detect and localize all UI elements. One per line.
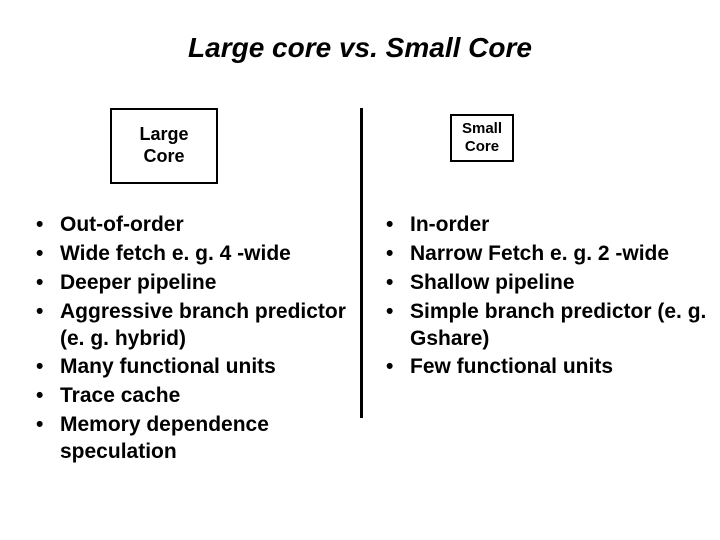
- large-core-box-line1: Large: [112, 124, 216, 146]
- list-item: Narrow Fetch e. g. 2 -wide: [382, 241, 712, 268]
- list-item: Deeper pipeline: [32, 270, 352, 297]
- large-core-box: Large Core: [110, 108, 218, 184]
- list-item: Simple branch predictor (e. g. Gshare): [382, 299, 712, 353]
- list-item: Shallow pipeline: [382, 270, 712, 297]
- large-core-box-col: Large Core: [0, 108, 360, 184]
- slide: Large core vs. Small Core Large Core Sma…: [0, 0, 720, 540]
- small-core-column: In-order Narrow Fetch e. g. 2 -wide Shal…: [360, 212, 720, 468]
- small-core-box-line2: Core: [452, 138, 512, 156]
- list-item: Wide fetch e. g. 4 -wide: [32, 241, 352, 268]
- list-item: Few functional units: [382, 354, 712, 381]
- small-core-feature-list: In-order Narrow Fetch e. g. 2 -wide Shal…: [382, 212, 712, 381]
- list-item: Aggressive branch predictor (e. g. hybri…: [32, 299, 352, 353]
- list-item: Trace cache: [32, 383, 352, 410]
- small-core-box: Small Core: [450, 114, 514, 162]
- large-core-box-line2: Core: [112, 146, 216, 168]
- large-core-feature-list: Out-of-order Wide fetch e. g. 4 -wide De…: [32, 212, 352, 466]
- large-core-column: Out-of-order Wide fetch e. g. 4 -wide De…: [0, 212, 360, 468]
- small-core-box-col: Small Core: [360, 108, 720, 162]
- list-item: Out-of-order: [32, 212, 352, 239]
- list-item: In-order: [382, 212, 712, 239]
- slide-title: Large core vs. Small Core: [0, 32, 720, 64]
- feature-columns: Out-of-order Wide fetch e. g. 4 -wide De…: [0, 212, 720, 468]
- list-item: Many functional units: [32, 354, 352, 381]
- small-core-box-line1: Small: [452, 120, 512, 138]
- list-item: Memory dependence speculation: [32, 412, 352, 466]
